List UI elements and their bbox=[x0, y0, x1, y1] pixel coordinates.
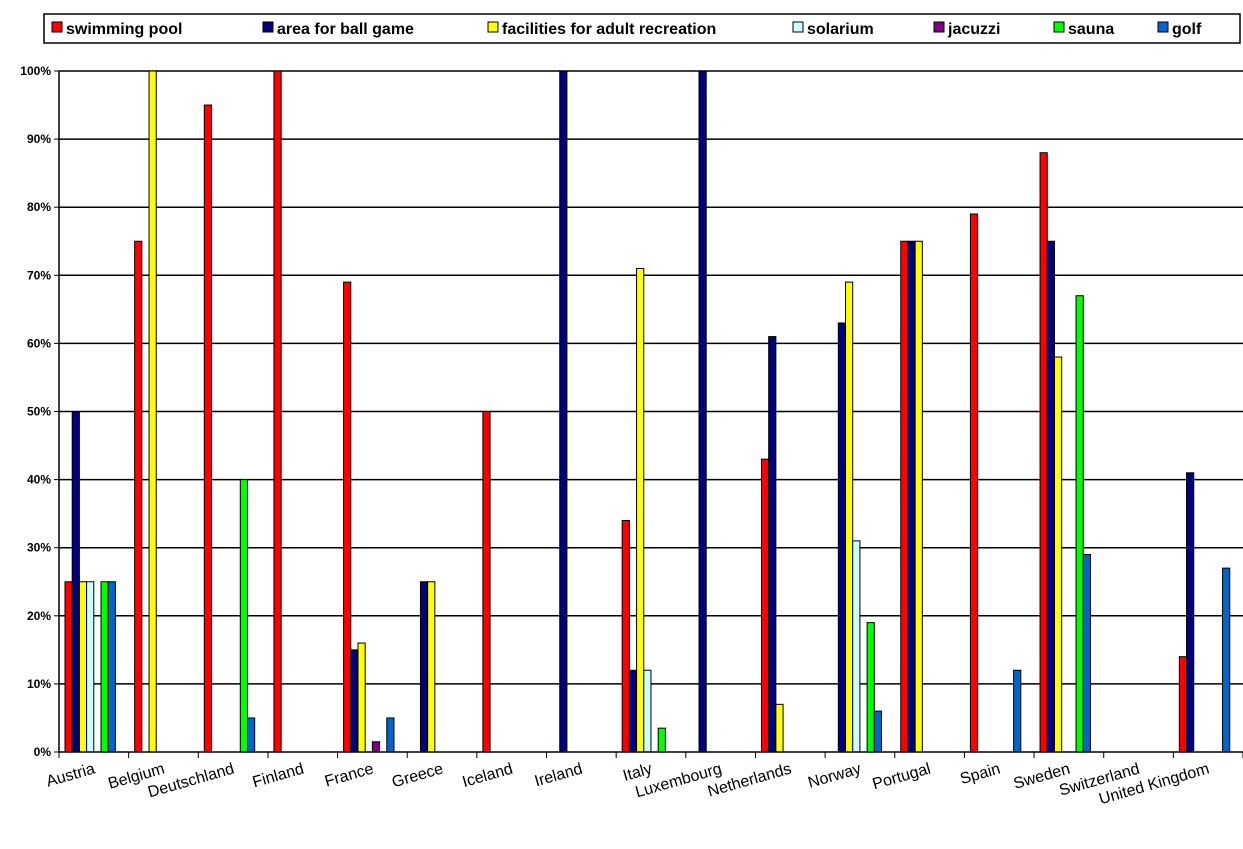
bar bbox=[628, 669, 638, 753]
y-tick-label: 80% bbox=[27, 200, 51, 214]
legend-swatch bbox=[1053, 21, 1065, 33]
bar bbox=[900, 240, 909, 753]
bar bbox=[760, 458, 770, 753]
bar bbox=[698, 70, 707, 753]
legend-swatch bbox=[933, 21, 945, 33]
legend-label: area for ball game bbox=[277, 21, 414, 38]
legend-swatch bbox=[1157, 21, 1169, 33]
y-tick-label: 60% bbox=[27, 336, 51, 350]
bar bbox=[837, 322, 847, 753]
bar bbox=[969, 213, 979, 753]
x-tick-label: Norway bbox=[806, 761, 863, 792]
bar bbox=[134, 240, 143, 753]
bar bbox=[386, 717, 395, 753]
bar bbox=[239, 479, 248, 753]
bar bbox=[148, 70, 157, 753]
bar bbox=[1186, 472, 1195, 753]
x-tick-label: Spain bbox=[958, 761, 1002, 789]
y-axis: 0% 10% 20% 30% 40% 50% 60% 70% 80% 90% 100% bbox=[20, 64, 60, 759]
x-tick-label: Portugal bbox=[871, 761, 933, 794]
x-tick-label: Austria bbox=[44, 760, 97, 790]
y-tick-label: 0% bbox=[34, 745, 52, 759]
legend-swatch bbox=[262, 21, 274, 33]
bar bbox=[246, 717, 256, 753]
bar bbox=[1053, 356, 1063, 753]
bar bbox=[1039, 152, 1048, 753]
bar bbox=[559, 70, 568, 753]
x-tick-label: Finland bbox=[251, 761, 306, 792]
bar bbox=[343, 281, 352, 753]
bar bbox=[78, 581, 88, 753]
legend-label: facilities for adult recreation bbox=[502, 21, 716, 38]
y-tick-label: 40% bbox=[27, 473, 51, 487]
bar bbox=[657, 727, 666, 753]
y-tick-label: 100% bbox=[20, 64, 51, 78]
bar bbox=[1013, 669, 1022, 753]
bar bbox=[371, 741, 381, 753]
bar bbox=[100, 581, 109, 753]
x-tick-label: Ireland bbox=[533, 761, 585, 791]
bar bbox=[643, 669, 652, 753]
bar bbox=[64, 581, 73, 753]
bar bbox=[357, 642, 366, 753]
bar bbox=[71, 411, 80, 753]
y-tick-label: 10% bbox=[27, 677, 51, 691]
y-tick-label: 30% bbox=[27, 541, 51, 555]
bar bbox=[1075, 295, 1084, 753]
y-tick-label: 50% bbox=[27, 405, 51, 419]
legend-label: jacuzzi bbox=[947, 21, 1000, 38]
bar bbox=[1178, 656, 1188, 753]
legend-label: sauna bbox=[1068, 21, 1114, 38]
legend-label: solarium bbox=[807, 21, 874, 38]
bar bbox=[1046, 240, 1055, 753]
legend-label: swimming pool bbox=[66, 21, 182, 38]
x-tick-label: Iceland bbox=[461, 761, 515, 792]
bar bbox=[775, 703, 784, 753]
x-tick-label: Greece bbox=[390, 760, 445, 791]
legend-swatch bbox=[51, 21, 63, 33]
x-tick-label: France bbox=[323, 760, 376, 790]
bar bbox=[427, 581, 436, 753]
bar bbox=[852, 540, 861, 753]
y-tick-label: 70% bbox=[27, 268, 51, 282]
bar bbox=[768, 336, 777, 753]
bar bbox=[419, 581, 429, 753]
bar bbox=[350, 649, 359, 753]
bar bbox=[1222, 567, 1231, 753]
bar bbox=[482, 411, 491, 753]
bar bbox=[273, 70, 282, 753]
bar bbox=[873, 710, 883, 753]
legend-swatch bbox=[487, 21, 499, 33]
bar bbox=[907, 240, 916, 753]
bar bbox=[621, 519, 630, 753]
legend-box bbox=[43, 13, 1241, 44]
bar bbox=[107, 581, 116, 753]
bar bbox=[866, 622, 875, 753]
y-tick-label: 20% bbox=[27, 609, 51, 623]
legend: swimming pool area for ball game facilitie… bbox=[43, 13, 1241, 44]
bar bbox=[845, 281, 854, 753]
legend-label: golf bbox=[1172, 21, 1202, 38]
bar bbox=[914, 240, 923, 753]
bar bbox=[203, 104, 212, 753]
legend-swatch bbox=[792, 21, 804, 33]
bar bbox=[636, 267, 645, 753]
y-tick-label: 90% bbox=[27, 132, 51, 146]
bar bbox=[86, 581, 95, 753]
bar bbox=[1082, 554, 1091, 753]
gridlines bbox=[59, 70, 1243, 685]
